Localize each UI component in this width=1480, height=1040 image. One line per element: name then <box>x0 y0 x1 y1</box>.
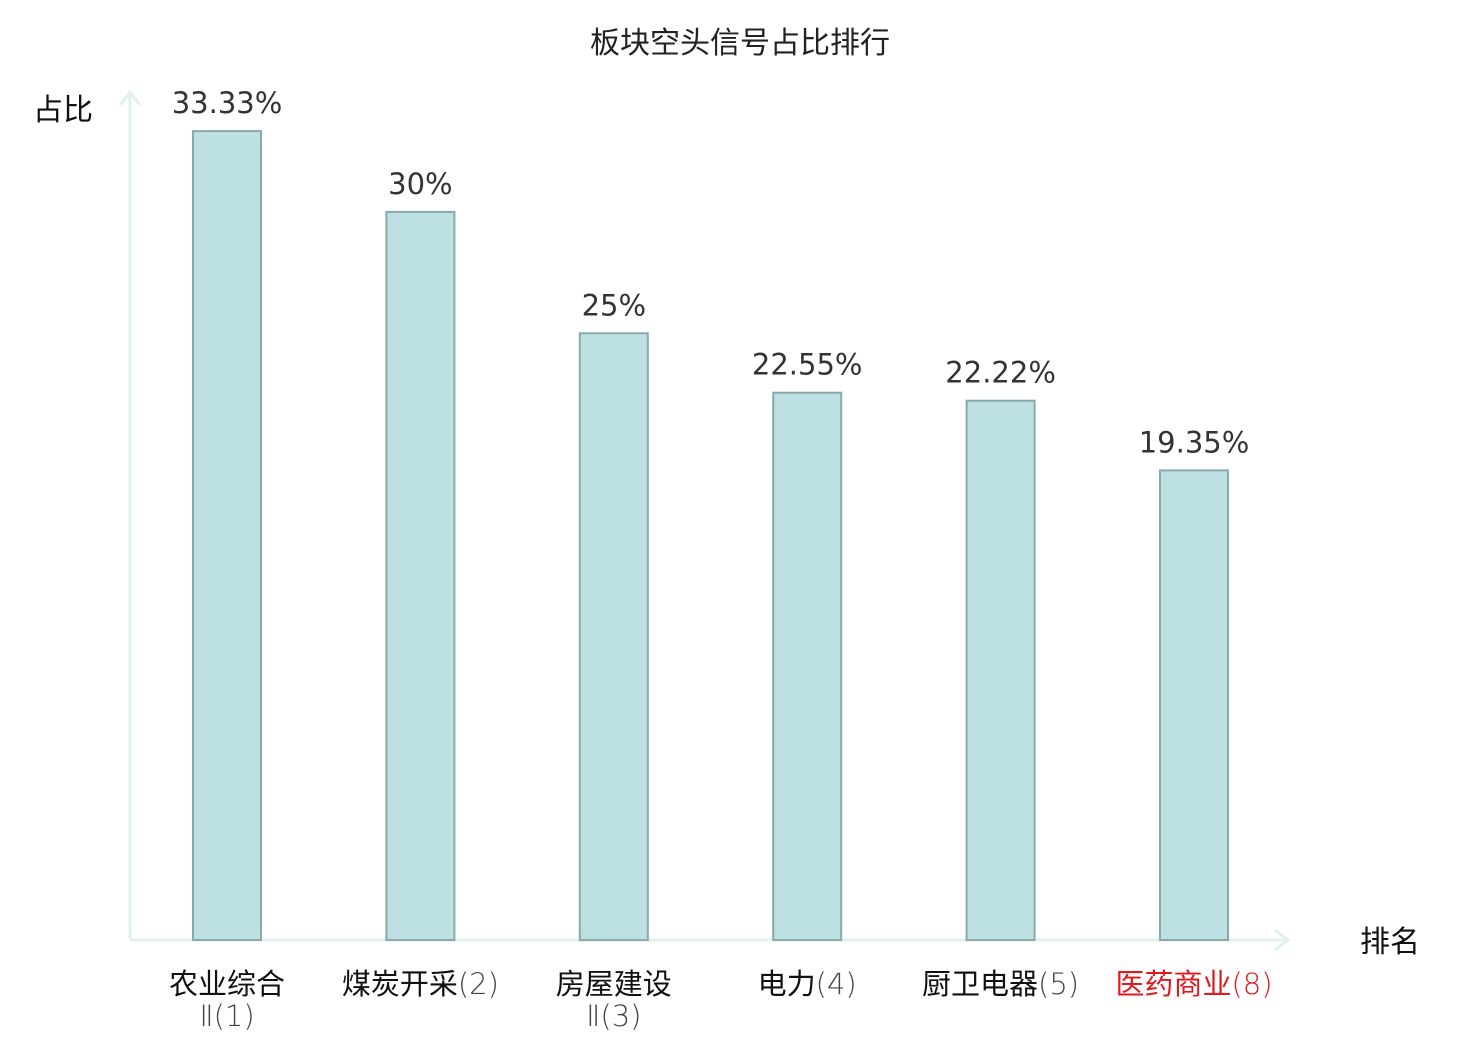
bar-4 <box>772 391 843 941</box>
category-label-1: 农业综合 <box>169 967 285 1001</box>
y-axis: 占比 <box>33 89 142 940</box>
category-label-line2-3: Ⅱ(3) <box>586 999 641 1033</box>
value-label-1: 33.33% <box>172 86 283 120</box>
bar-1 <box>192 130 262 942</box>
x-axis-label: 排名 <box>1360 925 1420 960</box>
bar-5 <box>965 399 1036 941</box>
value-label-3: 25% <box>582 288 646 322</box>
category-label-2: 煤炭开采(2) <box>342 967 499 1001</box>
value-label-2: 30% <box>388 167 452 201</box>
bars <box>192 130 1229 942</box>
value-label-6: 19.35% <box>1139 425 1250 459</box>
y-axis-label: 占比 <box>33 93 93 128</box>
category-label-3: 房屋建设 <box>556 967 672 1001</box>
bar-3 <box>578 332 649 942</box>
value-label-5: 22.22% <box>945 356 1056 390</box>
bar-2 <box>385 210 456 941</box>
category-label-5: 厨卫电器(5) <box>922 967 1079 1001</box>
category-label-line2-1: Ⅱ(1) <box>199 999 254 1033</box>
chart-title: 板块空头信号占比排行 <box>590 26 890 61</box>
bar-6 <box>1159 469 1229 941</box>
y-axis-arrowhead <box>118 89 142 106</box>
x-axis-arrowhead <box>1274 928 1291 952</box>
category-label-6: 医药商业(8) <box>1115 967 1272 1001</box>
value-label-4: 22.55% <box>752 348 863 382</box>
category-label-4: 电力(4) <box>758 967 857 1001</box>
x-axis: 排名 <box>130 925 1420 960</box>
value-labels: 33.33% 30% 25% 22.55% 22.22% 19.35% <box>172 86 1250 459</box>
